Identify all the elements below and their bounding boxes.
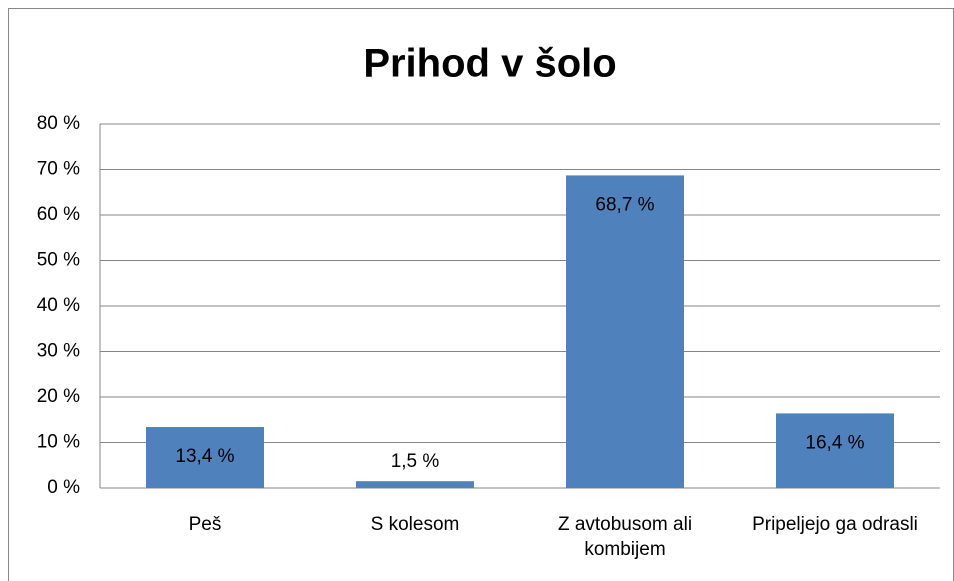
y-tick-label: 20 % (37, 386, 80, 407)
bar (146, 427, 264, 488)
y-tick-label: 80 % (37, 113, 80, 134)
y-tick-label: 40 % (37, 295, 80, 316)
x-tick-label: Pripeljejo ga odrasli (752, 514, 918, 535)
chart-frame (8, 8, 954, 581)
y-tick-label: 70 % (37, 159, 80, 180)
y-tick-label: 50 % (37, 250, 80, 271)
bar (356, 481, 474, 488)
bar (776, 413, 894, 488)
value-label: 68,7 % (595, 194, 654, 215)
value-label: 1,5 % (391, 451, 440, 472)
y-tick-label: 10 % (37, 432, 80, 453)
value-label: 13,4 % (175, 446, 234, 467)
x-tick-label: S kolesom (370, 514, 460, 535)
y-tick-label: 30 % (37, 341, 80, 362)
y-tick-label: 60 % (37, 204, 80, 225)
x-tick-label: Peš (188, 514, 222, 535)
y-tick-label: 0 % (47, 477, 80, 498)
bar (566, 175, 684, 489)
value-label: 16,4 % (805, 432, 864, 453)
x-tick-label: Z avtobusom ali kombijem (557, 514, 693, 560)
chart-title: Prihod v šolo (363, 42, 616, 86)
